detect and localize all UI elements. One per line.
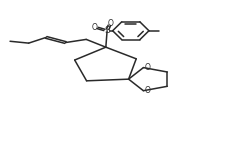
Text: O: O xyxy=(92,23,98,32)
Text: S: S xyxy=(104,26,110,35)
Text: O: O xyxy=(144,86,150,95)
Text: O: O xyxy=(107,19,113,28)
Text: O: O xyxy=(144,63,150,72)
